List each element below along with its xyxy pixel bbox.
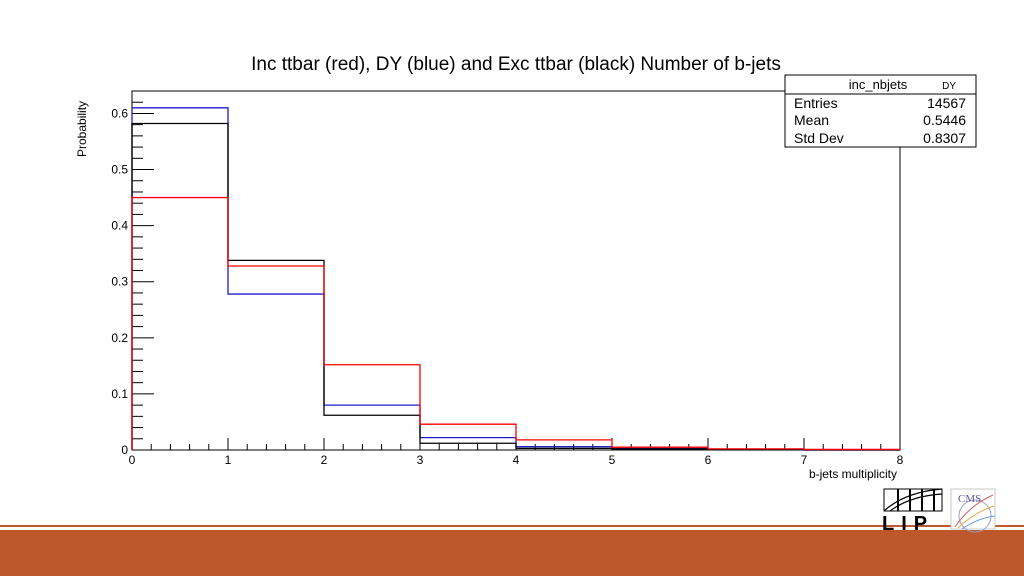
- stats-box-frame: [784, 74, 977, 148]
- lip-logo: LIP: [882, 488, 943, 535]
- stats-mean-value: 0.5446: [923, 112, 966, 128]
- x-tick-label: 2: [321, 453, 328, 467]
- x-tick-label: 8: [897, 453, 904, 467]
- chart-title: Inc ttbar (red), DY (blue) and Exc ttbar…: [251, 54, 781, 75]
- histogram-series: [131, 107, 901, 451]
- axis-ticks: [131, 101, 901, 451]
- stats-box-subtitle: DY: [942, 81, 956, 92]
- stats-box-name: inc_nbjets: [849, 77, 908, 92]
- footer-accent-line: [0, 525, 1024, 527]
- stats-box: inc_nbjets DY Entries 14567 Mean 0.5446 …: [784, 74, 977, 148]
- cms-logo-mark: [954, 494, 996, 533]
- x-tick-label: 3: [417, 453, 424, 467]
- y-axis-label: Probability: [75, 101, 89, 157]
- cms-logo: CMS: [950, 488, 996, 533]
- lip-logo-text: LIP: [882, 513, 934, 535]
- x-tick-label: 0: [129, 453, 136, 467]
- x-tick-label: 4: [513, 453, 520, 467]
- histogram-series-line: [131, 196, 901, 451]
- stats-entries-value: 14567: [927, 95, 966, 111]
- x-tick-label: 1: [225, 453, 232, 467]
- y-tick-label: 0.6: [111, 106, 128, 120]
- x-tick-label: 5: [609, 453, 616, 467]
- y-tick-label: 0.5: [111, 163, 128, 177]
- y-tick-label: 0.1: [111, 387, 128, 401]
- histogram-series-line: [131, 107, 900, 451]
- y-tick-label: 0.4: [111, 219, 128, 233]
- y-tick-label: 0.2: [111, 331, 128, 345]
- footer-band: [0, 530, 1024, 576]
- stats-stddev-label: Std Dev: [794, 130, 844, 146]
- lip-logo-mark: [883, 488, 943, 512]
- tick-labels: 0 1 2 3 4 5 6 7 8 0 0.1 0.2 0.3 0.4 0.5 0.6: [111, 106, 903, 467]
- x-tick-label: 7: [801, 453, 808, 467]
- y-tick-label: 0: [121, 443, 128, 457]
- stats-entries-label: Entries: [794, 95, 838, 111]
- x-tick-label: 6: [705, 453, 712, 467]
- stats-mean-label: Mean: [794, 112, 829, 128]
- x-axis-label: b-jets multiplicity: [809, 467, 897, 481]
- histogram-series-line: [131, 122, 900, 451]
- y-tick-label: 0.3: [111, 275, 128, 289]
- stats-stddev-value: 0.8307: [923, 130, 966, 146]
- cms-logo-text: CMS: [958, 493, 981, 505]
